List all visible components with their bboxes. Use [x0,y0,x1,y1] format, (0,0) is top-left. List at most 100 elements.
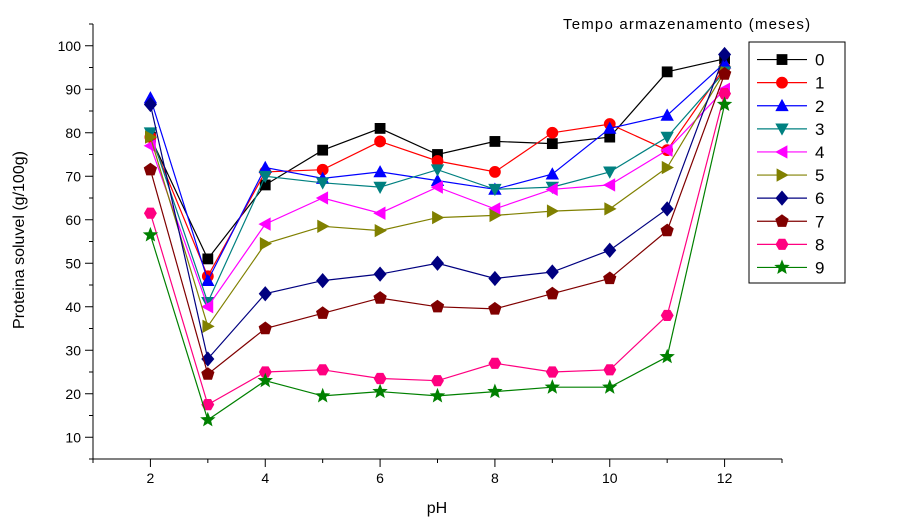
data-point [257,372,273,388]
data-point [661,160,675,175]
legend-entry-1: 1 [757,74,824,93]
series-8 [143,88,732,411]
series-layer [142,46,733,427]
legend-marker [776,54,788,65]
data-point [488,270,502,287]
legend-entry-7: 7 [757,212,824,231]
legend-marker [775,123,789,136]
axes: 2 4 6 8 10 12 10 20 30 40 50 60 70 80 90 100 [58,23,783,486]
data-point [718,46,732,63]
data-point [315,191,329,205]
x-axis-label: pH [427,500,447,517]
legend-title: Tempo armazenamento (meses) [563,16,811,33]
x-tick-label: 10 [602,470,618,486]
data-point [430,180,443,194]
x-tick-label: 4 [261,470,269,486]
data-point [430,255,445,271]
y-tick-label: 70 [65,168,81,184]
data-point [603,271,617,285]
legend-marker [775,98,789,112]
legend-label: 2 [815,97,824,116]
legend-label: 9 [815,258,824,277]
data-point [202,319,215,333]
data-point [544,379,561,394]
data-point [314,387,331,403]
data-point [489,136,501,147]
data-point [603,364,617,376]
legend-entry-2: 2 [757,97,824,116]
legend-label: 6 [815,189,824,208]
x-tick-label: 8 [491,470,499,486]
data-point [373,291,387,304]
legend-entry-4: 4 [757,143,824,162]
legend-label: 1 [815,74,824,93]
series-line [149,54,726,361]
x-tick-label: 6 [376,470,384,486]
data-point [258,170,272,184]
y-tick-label: 100 [58,38,82,54]
data-point [429,387,446,403]
y-tick-label: 40 [65,299,81,315]
legend-label: 3 [815,120,824,139]
data-point [661,66,673,78]
y-axis-label: Proteina soluvel (g/100g) [11,151,28,329]
data-point [660,131,674,144]
x-tick-label: 12 [717,470,733,486]
legend-label: 8 [815,235,824,254]
y-tick-label: 50 [65,255,81,271]
legend-entry-6: 6 [757,189,824,208]
data-point [201,273,215,287]
data-point [373,165,387,178]
x-tick-label: 2 [147,470,155,486]
data-point [430,299,445,313]
data-point [603,242,617,258]
data-point [488,301,502,315]
data-point [431,375,444,387]
series-4 [143,82,730,314]
data-point [317,144,329,156]
data-point [258,217,271,231]
data-point [200,300,214,314]
legend-marker [775,145,788,159]
data-point [603,166,617,179]
legend-marker [776,76,788,89]
data-point [546,126,559,139]
data-point [200,411,216,427]
legend-entry-0: 0 [757,51,824,70]
legend-entry-3: 3 [757,120,824,139]
y-tick-label: 10 [65,429,81,445]
series-9 [142,96,733,427]
legend: Tempo armazenamento (meses) 0 1 2 3 4 5 6 7 8 9 [563,16,846,284]
data-point [489,208,502,223]
data-point [258,286,272,302]
data-point [488,357,502,369]
data-point [660,108,674,121]
data-point [201,398,215,411]
data-point [316,273,330,289]
y-tick-label: 30 [65,342,81,358]
data-point [315,177,330,190]
data-point [316,306,330,319]
data-point [546,138,558,150]
data-point [432,210,445,225]
data-point [143,207,157,219]
series-line [149,93,726,406]
data-point [660,143,673,157]
data-point [145,130,158,144]
legend-label: 5 [815,166,824,185]
data-point [258,366,272,378]
legend-box [748,41,846,284]
data-point [545,366,559,378]
data-point [718,88,732,100]
data-point [142,226,159,242]
data-point [373,206,386,220]
data-point [372,383,388,399]
data-point [258,321,272,335]
y-tick-label: 60 [65,212,81,228]
data-point [717,67,732,80]
series-7 [143,67,732,380]
data-point [202,253,214,265]
data-point [487,383,503,399]
data-point [545,182,558,196]
